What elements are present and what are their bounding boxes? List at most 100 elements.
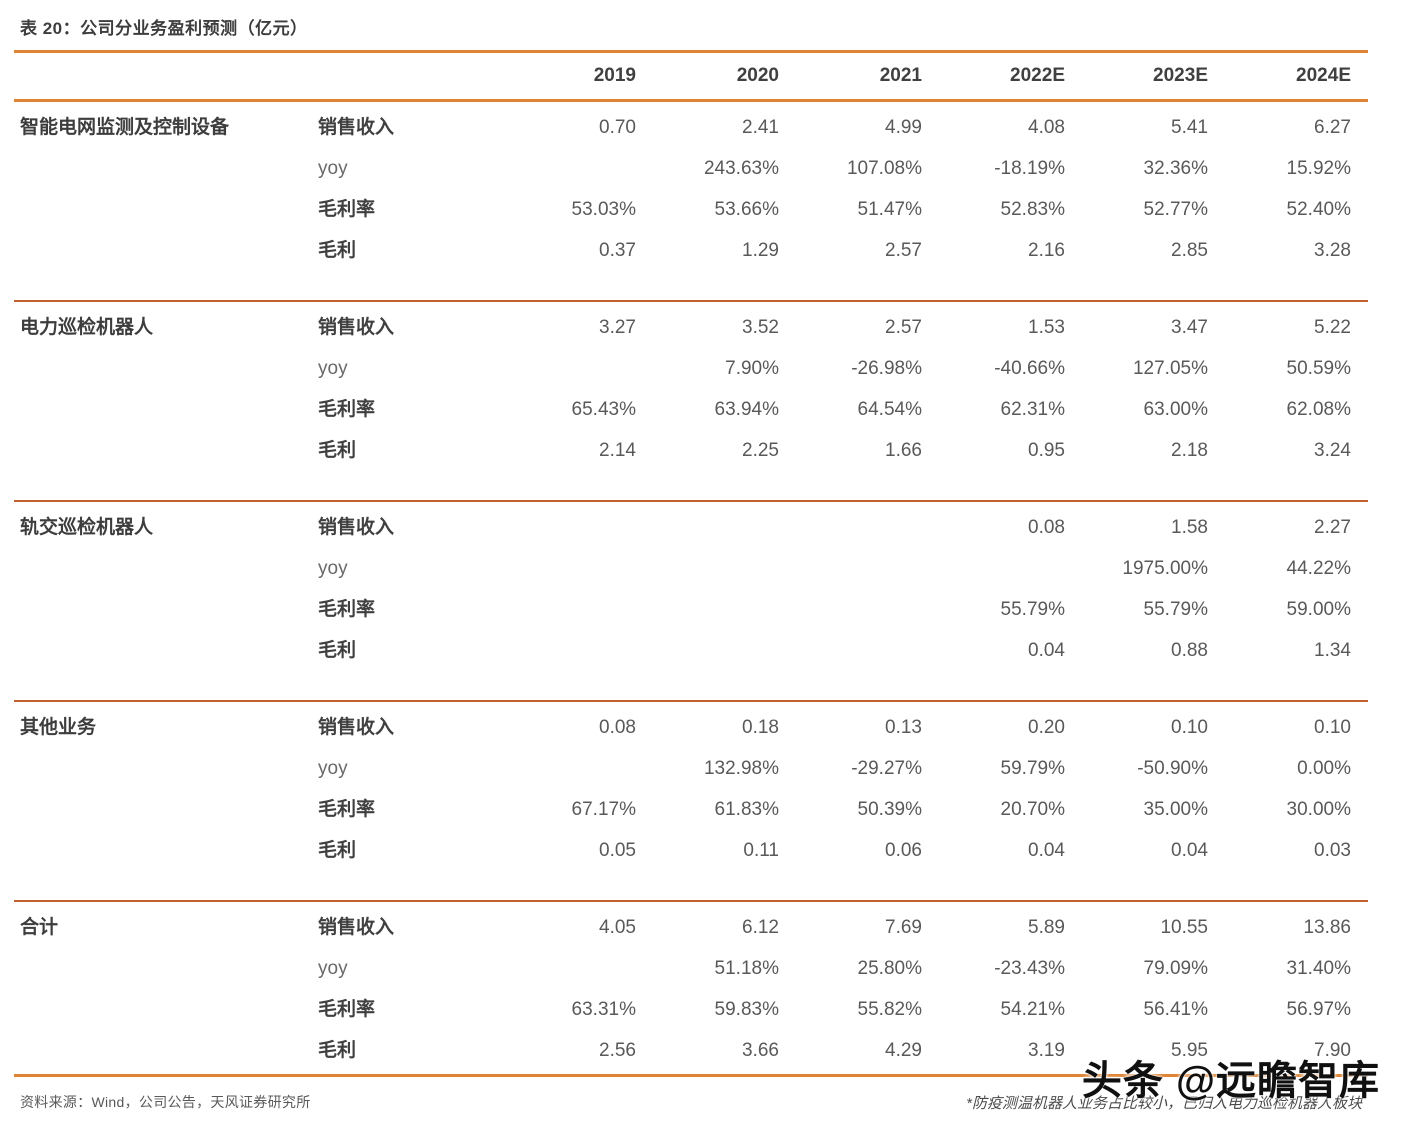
cell-value: 2.41	[742, 117, 779, 138]
cell-value: 0.95	[1028, 440, 1065, 461]
cell-value: 132.98%	[703, 758, 779, 779]
metric-label: 毛利	[318, 840, 357, 861]
cell-value: 2.27	[1314, 517, 1351, 538]
cell-value: 0.13	[885, 717, 922, 738]
cell-value: 55.79%	[1143, 599, 1208, 620]
cell-value: 3.28	[1314, 240, 1351, 261]
cell-value: 1.29	[742, 240, 779, 261]
table-row: 毛利 2.14 2.25 1.66 0.95 2.18 3.24	[14, 430, 1368, 501]
cell-value: 4.05	[599, 917, 636, 938]
header-year: 2019	[593, 65, 636, 86]
cell-value: 79.09%	[1143, 958, 1208, 979]
metric-label: 销售收入	[318, 317, 395, 338]
cell-value: 2.57	[885, 317, 922, 338]
segment-group-total: 合计 销售收入 4.05 6.12 7.69 5.89 10.55 13.86 …	[14, 901, 1368, 1076]
cell-value: 0.70	[599, 117, 636, 138]
cell-value: 3.19	[1028, 1040, 1065, 1061]
cell-value	[510, 589, 653, 630]
metric-label: 销售收入	[318, 917, 395, 938]
cell-value: 2.16	[1028, 240, 1065, 261]
cell-value: 1.66	[885, 440, 922, 461]
table-row: 合计 销售收入 4.05 6.12 7.69 5.89 10.55 13.86	[14, 901, 1368, 948]
table-row: yoy 1975.00% 44.22%	[14, 548, 1368, 589]
cell-value: 31.40%	[1286, 958, 1351, 979]
cell-value: 0.10	[1314, 717, 1351, 738]
cell-value: 67.17%	[571, 799, 636, 820]
cell-value	[510, 348, 653, 389]
table-row: 轨交巡检机器人 销售收入 0.08 1.58 2.27	[14, 501, 1368, 548]
cell-value: 243.63%	[703, 158, 779, 179]
metric-label: 毛利率	[318, 199, 376, 220]
cell-value: 35.00%	[1143, 799, 1208, 820]
cell-value: 7.69	[885, 917, 922, 938]
cell-value	[796, 548, 939, 589]
cell-value	[939, 548, 1082, 589]
cell-value: 0.08	[1028, 517, 1065, 538]
metric-label: 毛利率	[318, 799, 376, 820]
header-blank-metric	[314, 52, 510, 101]
cell-value: 30.00%	[1286, 799, 1351, 820]
cell-value: 5.89	[1028, 917, 1065, 938]
cell-value: 0.00%	[1297, 758, 1351, 779]
cell-value: 0.06	[885, 840, 922, 861]
metric-label: 销售收入	[318, 117, 395, 138]
cell-value	[796, 589, 939, 630]
cell-value: 32.36%	[1143, 158, 1208, 179]
cell-value: 0.04	[1171, 840, 1208, 861]
table-header: 2019 2020 2021 2022E 2023E 2024E	[14, 51, 1368, 101]
cell-value: 13.86	[1303, 917, 1351, 938]
cell-value: 2.57	[885, 240, 922, 261]
cell-value: 0.11	[743, 840, 779, 861]
cell-value: 65.43%	[571, 399, 636, 420]
table-row: 电力巡检机器人 销售收入 3.27 3.52 2.57 1.53 3.47 5.…	[14, 301, 1368, 348]
cell-value: 63.00%	[1143, 399, 1208, 420]
forecast-table: 2019 2020 2021 2022E 2023E 2024E 智能电网监测及…	[14, 50, 1368, 1077]
cell-value: 0.03	[1314, 840, 1351, 861]
cell-value: 52.40%	[1286, 199, 1351, 220]
cell-value	[653, 501, 796, 548]
cell-value: 44.22%	[1286, 558, 1351, 579]
segment-name: 其他业务	[20, 717, 97, 738]
cell-value: 52.77%	[1143, 199, 1208, 220]
segment-group-smart-grid: 智能电网监测及控制设备 销售收入 0.70 2.41 4.99 4.08 5.4…	[14, 101, 1368, 302]
segment-group-other: 其他业务 销售收入 0.08 0.18 0.13 0.20 0.10 0.10 …	[14, 701, 1368, 901]
cell-value: 63.94%	[714, 399, 779, 420]
metric-label: yoy	[318, 958, 348, 979]
table-row: yoy 243.63% 107.08% -18.19% 32.36% 15.92…	[14, 148, 1368, 189]
segment-name: 合计	[20, 917, 59, 938]
cell-value: 53.66%	[714, 199, 779, 220]
table-row: yoy 7.90% -26.98% -40.66% 127.05% 50.59%	[14, 348, 1368, 389]
cell-value: 62.08%	[1286, 399, 1351, 420]
metric-label: 毛利	[318, 1040, 357, 1061]
table-row: 毛利率 55.79% 55.79% 59.00%	[14, 589, 1368, 630]
cell-value: 51.47%	[857, 199, 922, 220]
cell-value	[510, 501, 653, 548]
cell-value: 5.41	[1171, 117, 1208, 138]
cell-value: 6.27	[1314, 117, 1351, 138]
cell-value: 52.83%	[1000, 199, 1065, 220]
cell-value	[796, 630, 939, 701]
cell-value: 3.24	[1314, 440, 1351, 461]
cell-value: 3.52	[742, 317, 779, 338]
cell-value: 56.41%	[1143, 999, 1208, 1020]
metric-label: yoy	[318, 358, 348, 379]
cell-value: 3.27	[599, 317, 636, 338]
cell-value	[510, 948, 653, 989]
cell-value: 0.10	[1171, 717, 1208, 738]
cell-value: 127.05%	[1132, 358, 1208, 379]
cell-value	[510, 630, 653, 701]
cell-value: 64.54%	[857, 399, 922, 420]
cell-value: 1.34	[1314, 640, 1351, 661]
watermark-text: 头条 @远瞻智库	[1081, 1059, 1380, 1103]
metric-label: 毛利	[318, 440, 357, 461]
cell-value	[510, 548, 653, 589]
metric-label: 毛利	[318, 240, 357, 261]
metric-label: 毛利率	[318, 599, 376, 620]
table-footer: 资料来源：Wind，公司公告，天风证券研究所 *防疫测温机器人业务占比较小，已归…	[14, 1077, 1368, 1113]
cell-value: 0.05	[599, 840, 636, 861]
cell-value: -29.27%	[851, 758, 922, 779]
cell-value: 0.18	[742, 717, 779, 738]
cell-value: 51.18%	[714, 958, 779, 979]
cell-value: 0.88	[1171, 640, 1208, 661]
cell-value: 2.25	[742, 440, 779, 461]
